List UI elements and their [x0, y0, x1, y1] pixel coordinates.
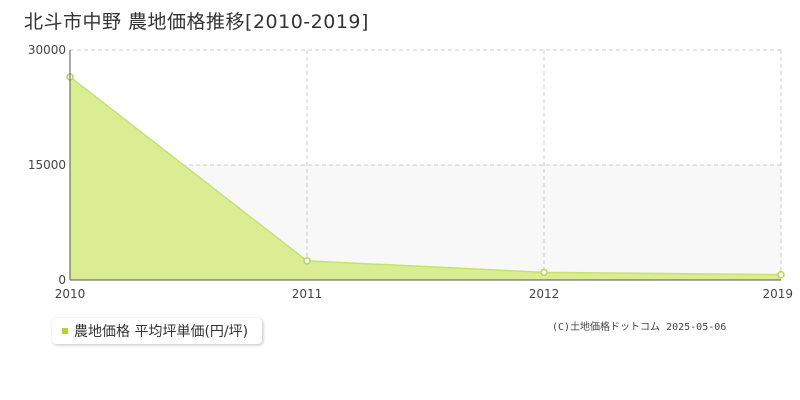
- x-tick-label-2019: 2019: [762, 287, 793, 301]
- y-tick-label-0: 0: [58, 273, 66, 287]
- series-line: [69, 76, 782, 276]
- x-tick-label-2010: 2010: [55, 287, 86, 301]
- copyright-text: (C)土地価格ドットコム 2025-05-06: [552, 322, 727, 333]
- plot-band-upper: [70, 50, 781, 165]
- x-tick-labels: 2010 2011 2012 2019: [55, 287, 793, 301]
- legend-label: 農地価格 平均坪単価(円/坪): [74, 324, 249, 340]
- data-point-2012: [540, 268, 548, 277]
- chart-title: 北斗市中野 農地価格推移[2010-2019]: [24, 11, 369, 33]
- legend-swatch: [62, 328, 68, 334]
- data-point-2019: [777, 270, 785, 279]
- data-points: [66, 73, 785, 279]
- x-tick-label-2011: 2011: [292, 287, 323, 301]
- data-point-2011: [303, 257, 311, 265]
- x-tick-label-2012: 2012: [529, 287, 560, 301]
- y-tick-label-30000: 30000: [28, 43, 66, 57]
- grid-lines: [70, 49, 782, 280]
- y-tick-labels: 0 15000 30000: [28, 43, 66, 287]
- area-fill: [70, 76, 781, 280]
- y-tick-label-15000: 15000: [28, 158, 66, 172]
- axes: [69, 50, 781, 281]
- legend: 農地価格 平均坪単価(円/坪): [52, 318, 263, 344]
